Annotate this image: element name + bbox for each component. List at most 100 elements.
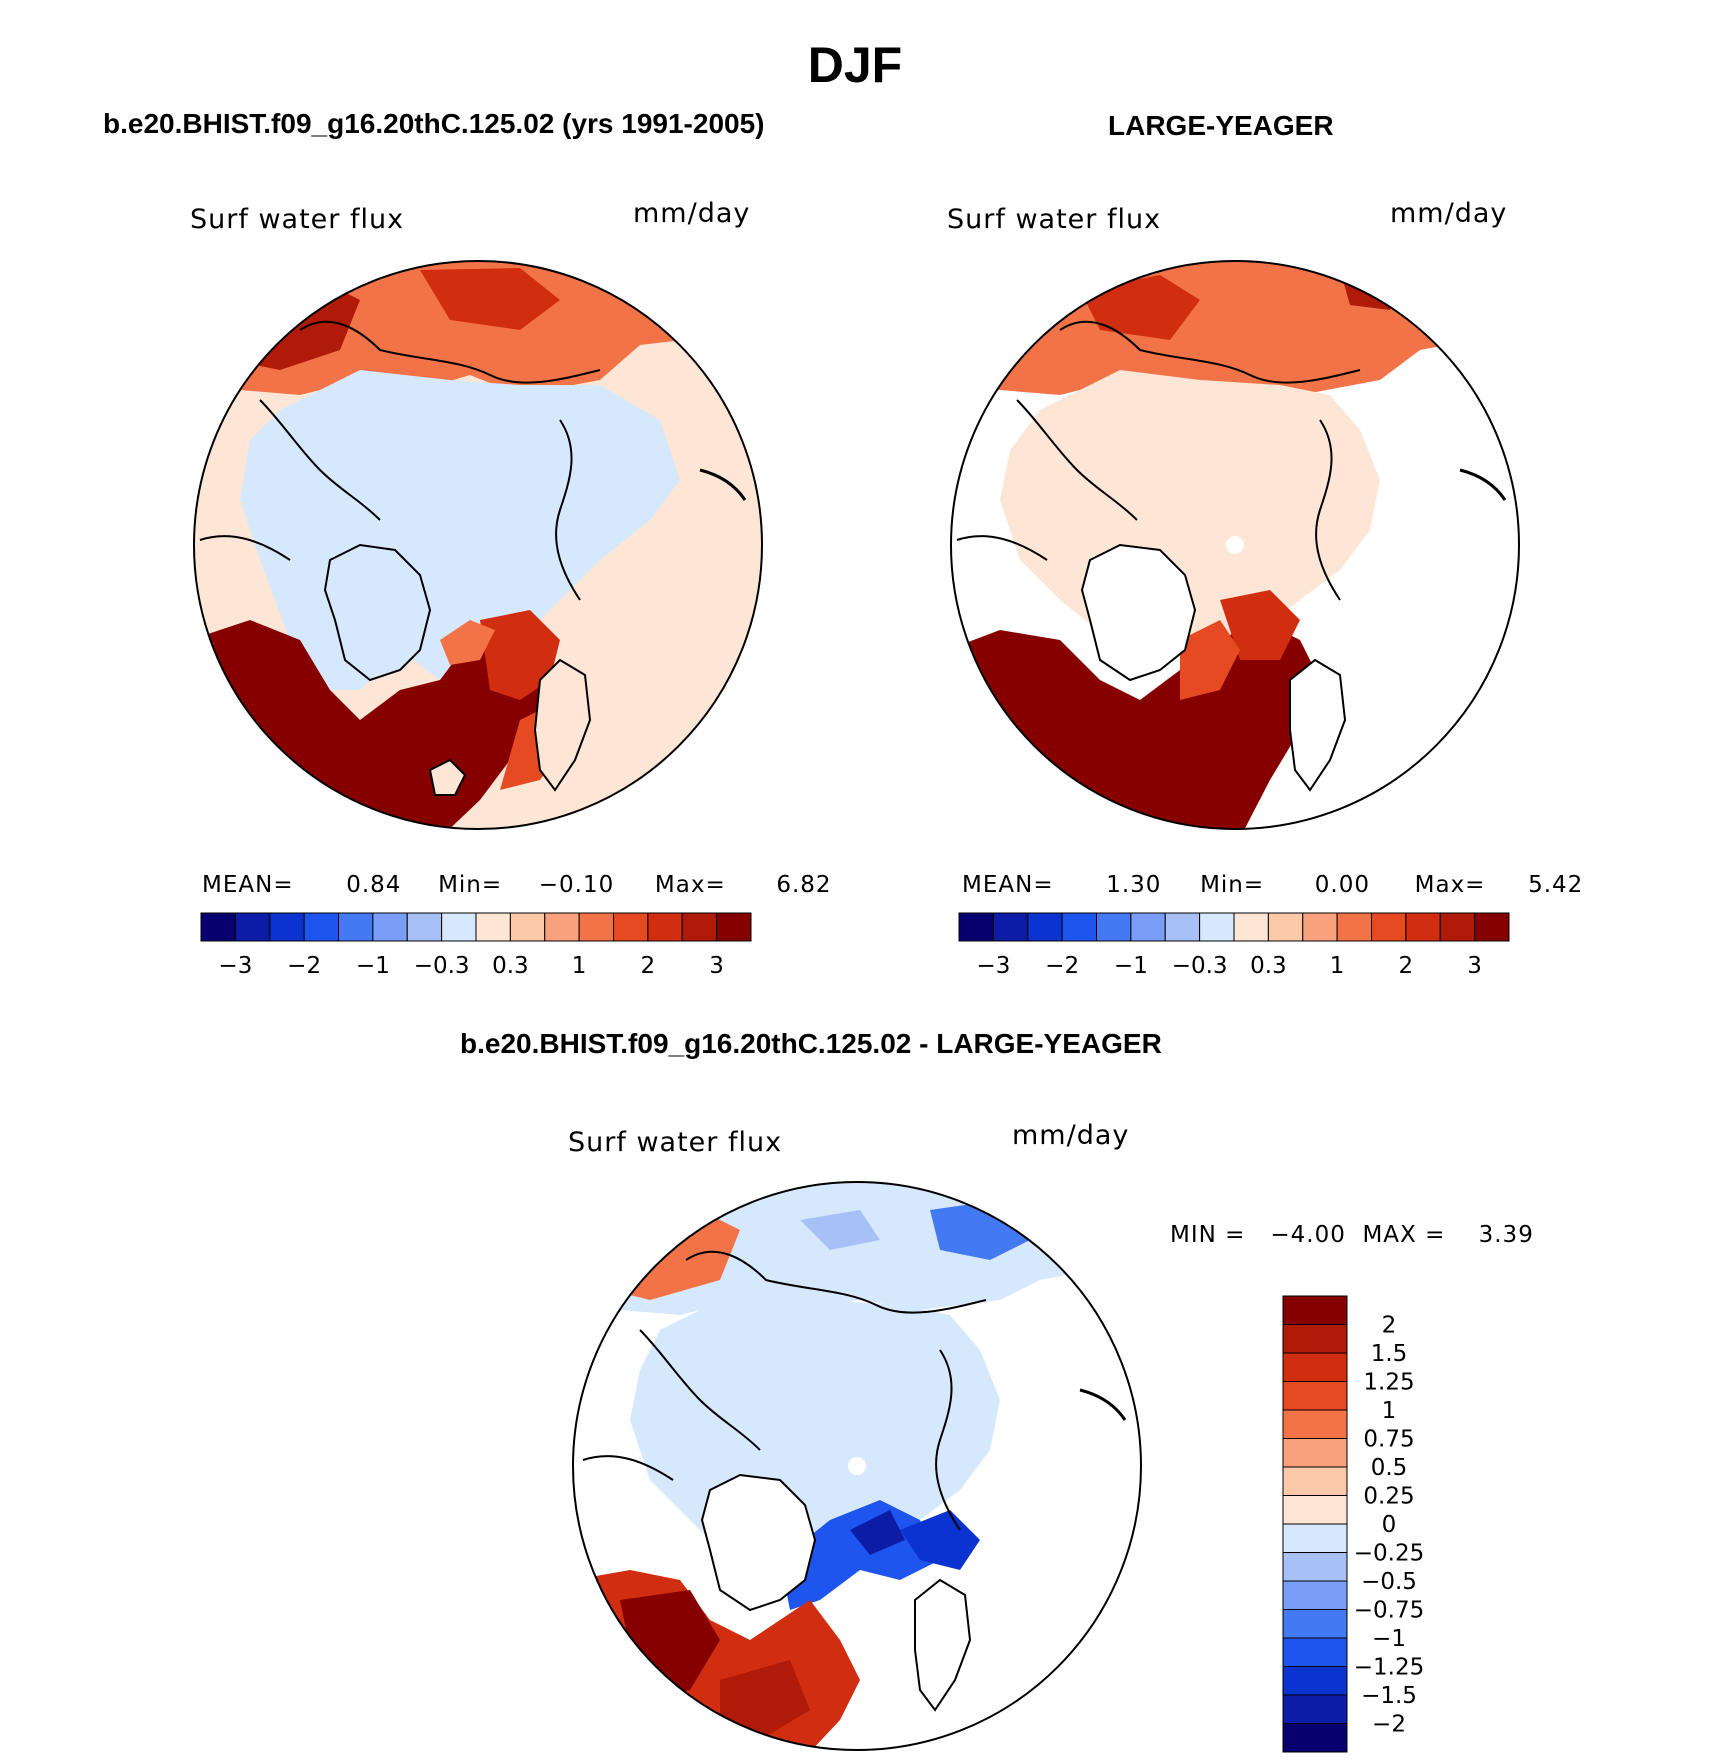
colorbar-swatch	[406, 912, 443, 942]
panel-diff-variable: Surf water flux	[568, 1127, 783, 1158]
colorbar-tick-label: −1	[1372, 1626, 1406, 1652]
max-value: 5.42	[1528, 872, 1584, 898]
colorbar-swatch	[1282, 1580, 1348, 1610]
colorbar-tick-label: −2	[1045, 953, 1079, 979]
colorbar-swatch	[1282, 1666, 1348, 1696]
colorbar-tick-label: 0	[1382, 1512, 1397, 1538]
colorbar-swatch	[1282, 1295, 1348, 1325]
colorbar-swatch	[613, 912, 649, 942]
colorbar-swatch	[1282, 1381, 1348, 1411]
colorbar-swatch	[544, 912, 580, 942]
colorbar-tick-label: 1.25	[1363, 1370, 1414, 1396]
colorbar-swatch	[1282, 1495, 1348, 1525]
colorbar-tick-label: 3	[1467, 953, 1482, 979]
colorbar-swatch	[1282, 1694, 1348, 1724]
colorbar-swatch	[338, 912, 374, 942]
colorbar-swatch	[1096, 912, 1132, 942]
colorbar-swatch	[1282, 1352, 1348, 1382]
colorbar-tick-label: −0.3	[414, 953, 470, 979]
colorbar-swatch	[1282, 1466, 1348, 1496]
colorbar-tick-label: −1.5	[1361, 1683, 1417, 1709]
colorbar-tick-label: 0.75	[1363, 1427, 1414, 1453]
colorbar-swatch	[1199, 912, 1235, 942]
panel-obs-header: LARGE-YEAGER	[1108, 110, 1334, 141]
colorbar-swatch	[372, 912, 408, 942]
panel-model-units: mm/day	[633, 198, 751, 229]
colorbar-swatch	[1282, 1438, 1348, 1468]
colorbar-swatch	[1282, 1609, 1348, 1639]
max-label: Max=	[1414, 872, 1486, 898]
colorbar-tick-label: 0.3	[1250, 953, 1287, 979]
max-value: 6.82	[776, 872, 832, 898]
colorbar-swatch	[1336, 912, 1372, 942]
colorbar-swatch	[1474, 912, 1510, 942]
panel-diff-stats: MIN = −4.00 MAX = 3.39	[1170, 1222, 1534, 1248]
colorbar-tick-label: −1	[356, 953, 390, 979]
mean-label: MEAN=	[202, 872, 294, 898]
colorbar-tick-label: 1	[1382, 1398, 1397, 1424]
colorbar-tick-label: −0.5	[1361, 1569, 1417, 1595]
colorbar-obs: −3 −2 −1 −0.3 0.3 1 2 3	[958, 912, 1510, 979]
panel-model-variable: Surf water flux	[190, 204, 405, 235]
min-value: 0.00	[1314, 872, 1370, 898]
colorbar-swatch	[1282, 1637, 1348, 1667]
colorbar-swatch	[958, 912, 994, 942]
colorbar-tick-label: −0.25	[1354, 1541, 1424, 1567]
figure-title: DJF	[807, 37, 903, 93]
colorbar-tick-label: −2	[1372, 1712, 1406, 1738]
panel-obs-units: mm/day	[1390, 198, 1508, 229]
map-obs	[950, 260, 1520, 830]
colorbar-swatch	[269, 912, 305, 942]
colorbar-swatch	[578, 912, 614, 942]
colorbar-swatch	[1233, 912, 1269, 942]
colorbar-diff: 21.5 1.251 0.750.5 0.250 −0.25−0.5 −0.75−1 −1.…	[1282, 1295, 1424, 1753]
mean-label: MEAN=	[962, 872, 1054, 898]
colorbar-tick-label: −0.75	[1354, 1598, 1424, 1624]
colorbar-tick-label: 2	[1399, 953, 1414, 979]
colorbar-swatch	[509, 912, 546, 942]
colorbar-tick-label: 3	[709, 953, 724, 979]
colorbar-model: −3 −2 −1 −0.3 0.3 1 2 3	[200, 912, 752, 979]
colorbar-tick-label: 2	[1382, 1313, 1397, 1339]
colorbar-swatch	[1282, 1723, 1348, 1753]
colorbar-swatch	[441, 912, 477, 942]
panel-model-stats: MEAN= 0.84 Min= −0.10 Max= 6.82	[202, 872, 831, 898]
colorbar-swatch	[234, 912, 271, 942]
colorbar-swatch	[1130, 912, 1166, 942]
colorbar-swatch	[1302, 912, 1338, 942]
colorbar-swatch	[475, 912, 511, 942]
colorbar-swatch	[1439, 912, 1476, 942]
colorbar-swatch	[647, 912, 683, 942]
max-label: Max=	[654, 872, 726, 898]
panel-diff-units: mm/day	[1012, 1120, 1130, 1151]
colorbar-tick-label: 1.5	[1371, 1341, 1408, 1367]
colorbar-swatch	[1405, 912, 1441, 942]
panel-obs-variable: Surf water flux	[947, 204, 1162, 235]
colorbar-tick-label: 2	[641, 953, 656, 979]
panel-model-header: b.e20.BHIST.f09_g16.20thC.125.02 (yrs 19…	[103, 108, 765, 139]
colorbar-swatch	[1164, 912, 1201, 942]
colorbar-swatch	[716, 912, 752, 942]
colorbar-swatch	[1027, 912, 1063, 942]
colorbar-tick-label: 1	[572, 953, 587, 979]
colorbar-tick-label: 0.5	[1371, 1455, 1408, 1481]
colorbar-tick-label: −2	[287, 953, 321, 979]
colorbar-tick-label: −3	[218, 953, 252, 979]
colorbar-tick-label: 0.25	[1363, 1484, 1414, 1510]
panel-diff-header: b.e20.BHIST.f09_g16.20thC.125.02 - LARGE…	[460, 1028, 1162, 1059]
colorbar-tick-label: 0.3	[492, 953, 529, 979]
colorbar-tick-label: −3	[976, 953, 1010, 979]
colorbar-tick-label: −1.25	[1354, 1655, 1424, 1681]
colorbar-swatch	[1282, 1523, 1348, 1553]
map-model	[193, 260, 763, 830]
map-diff	[572, 1181, 1142, 1751]
min-value: −0.10	[538, 872, 615, 898]
min-label: Min=	[438, 872, 503, 898]
panel-obs-stats: MEAN= 1.30 Min= 0.00 Max= 5.42	[962, 872, 1582, 898]
mean-value: 0.84	[346, 872, 402, 898]
min-label: Min=	[1200, 872, 1265, 898]
colorbar-swatch	[1282, 1409, 1348, 1439]
colorbar-swatch	[1282, 1324, 1348, 1354]
colorbar-tick-label: −0.3	[1172, 953, 1228, 979]
